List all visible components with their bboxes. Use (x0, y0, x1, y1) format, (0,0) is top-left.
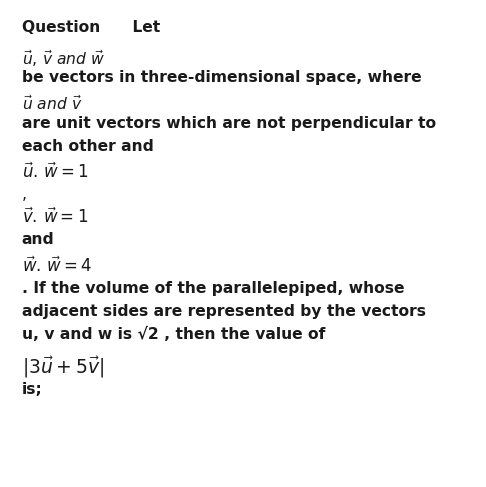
Text: each other and: each other and (22, 139, 154, 154)
Text: u, v and w is √2 , then the value of: u, v and w is √2 , then the value of (22, 327, 325, 342)
Text: $\vec{v}.\, \vec{w} = 1$: $\vec{v}.\, \vec{w} = 1$ (22, 208, 88, 227)
Text: are unit vectors which are not perpendicular to: are unit vectors which are not perpendic… (22, 116, 436, 131)
Text: adjacent sides are represented by the vectors: adjacent sides are represented by the ve… (22, 304, 426, 319)
Text: be vectors in three-dimensional space, where: be vectors in three-dimensional space, w… (22, 70, 421, 85)
Text: $\vec{w}.\, \vec{w} = 4$: $\vec{w}.\, \vec{w} = 4$ (22, 256, 92, 276)
Text: is;: is; (22, 382, 43, 397)
Text: Question      Let: Question Let (22, 20, 160, 36)
Text: . If the volume of the parallelepiped, whose: . If the volume of the parallelepiped, w… (22, 281, 404, 296)
Text: $|3\vec{u} + 5\vec{v}|$: $|3\vec{u} + 5\vec{v}|$ (22, 355, 104, 380)
Text: $\vec{u}.\, \vec{w} = 1$: $\vec{u}.\, \vec{w} = 1$ (22, 163, 89, 182)
Text: and: and (22, 232, 54, 247)
Text: $\vec{u},\, \vec{v}\ \mathit{and}\ \vec{w}$: $\vec{u},\, \vec{v}\ \mathit{and}\ \vec{… (22, 49, 105, 69)
Text: $\vec{u}\ \mathit{and}\ \vec{v}$: $\vec{u}\ \mathit{and}\ \vec{v}$ (22, 95, 82, 113)
Text: ,: , (22, 187, 27, 202)
